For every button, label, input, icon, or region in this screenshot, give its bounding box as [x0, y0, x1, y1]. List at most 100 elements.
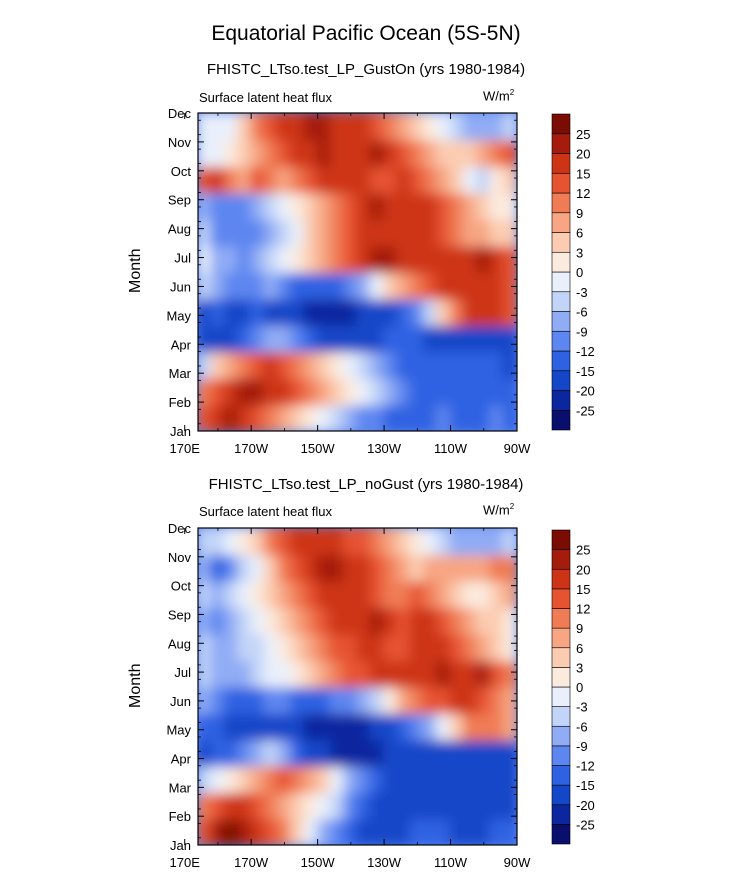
heatmap-cell [423, 579, 439, 609]
colorbar-label: 3 [576, 660, 583, 675]
heatmap-cell [383, 191, 399, 220]
colorbar-label: -15 [576, 778, 595, 793]
heatmap-cell [250, 191, 266, 220]
heatmap-cell [198, 218, 213, 247]
heatmap-cell [462, 579, 479, 609]
heatmap-cell [476, 113, 492, 141]
heatmap-cell [396, 791, 412, 820]
colorbar-label: -20 [576, 798, 595, 813]
heatmap-cell [502, 271, 517, 300]
heatmap-cell [303, 244, 319, 273]
heatmap-cell [436, 403, 452, 431]
heatmap-cell [223, 528, 239, 556]
heatmap-cell [502, 738, 517, 767]
heatmap-cell [396, 113, 412, 141]
heatmap-cell [383, 297, 399, 326]
heatmap-cell [290, 113, 306, 141]
heatmap-cell [449, 579, 465, 609]
heatmap-cell [502, 579, 517, 609]
heatmap-cell [263, 324, 279, 353]
heatmap-cell [276, 738, 293, 767]
heatmap-cell [198, 528, 213, 556]
heatmap-cell [436, 165, 452, 194]
heatmap-cell [356, 271, 372, 300]
figure-title: Equatorial Pacific Ocean (5S-5N) [211, 22, 521, 45]
heatmap-cell [329, 113, 346, 141]
heatmap-cell [356, 165, 372, 194]
heatmap-cell [423, 403, 439, 431]
heatmap-cell [210, 218, 226, 247]
heatmap-cell [369, 244, 386, 273]
heatmap-cell [396, 579, 412, 609]
heatmap-cell [449, 764, 465, 794]
heatmap-cell [329, 218, 346, 247]
colorbar-label: -9 [576, 324, 588, 339]
heatmap-cell [263, 632, 279, 662]
heatmap-cell [276, 350, 293, 379]
heatmap-cell [210, 138, 226, 167]
heatmap-cell [383, 218, 399, 247]
heatmap-cell [356, 138, 372, 167]
colorbar-box [551, 647, 571, 668]
colorbar-label: 25 [576, 127, 590, 142]
heatmap-cell [489, 165, 505, 194]
heatmap-cell [356, 764, 372, 794]
heatmap-cell [223, 138, 239, 167]
heatmap-cell [409, 350, 425, 379]
heatmap-cell [396, 244, 412, 273]
heatmap-cell [502, 711, 517, 741]
heatmap-cell [449, 377, 465, 406]
colorbar-box [551, 804, 571, 825]
heatmap-cell [502, 817, 517, 845]
heatmap-cell [369, 711, 386, 741]
heatmap-cell [276, 817, 293, 845]
heatmap-cell [396, 297, 412, 326]
heatmap-cell [396, 659, 412, 688]
heatmap-cell [476, 738, 492, 767]
heatmap-cell [383, 165, 399, 194]
heatmap-cell [223, 606, 239, 635]
colorbar-box [551, 745, 571, 766]
heatmap-cell [423, 738, 439, 767]
colorbar-label: 20 [576, 147, 590, 162]
heatmap-cell [343, 659, 359, 688]
heatmap-cell [462, 350, 479, 379]
heatmap-cell [462, 297, 479, 326]
heatmap-cell [236, 553, 253, 582]
heatmap-cell [423, 113, 439, 141]
heatmap-cell [383, 324, 399, 353]
heatmap-cell [290, 738, 306, 767]
heatmap-cell [383, 711, 399, 741]
x-tick-label: 130W [367, 855, 402, 870]
heatmap-cell [476, 528, 492, 556]
heatmap-cell [316, 218, 332, 247]
heatmap-cell [316, 579, 332, 609]
heatmap-cell [290, 579, 306, 609]
heatmap-cell [356, 113, 372, 141]
colorbar-label: -3 [576, 285, 588, 300]
heatmap-cell [316, 685, 332, 714]
heatmap-cell [316, 271, 332, 300]
heatmap-cell [423, 528, 439, 556]
heatmap-cell [316, 791, 332, 820]
heatmap-cell [383, 350, 399, 379]
heatmap-cell [236, 165, 253, 194]
heatmap-cell [343, 191, 359, 220]
heatmap-cell [462, 528, 479, 556]
heatmap-cell [409, 271, 425, 300]
panel-1-title: FHISTC_LTso.test_LP_GustOn (yrs 1980-198… [206, 61, 526, 78]
heatmap-cell [449, 244, 465, 273]
heatmap-cell [276, 244, 293, 273]
colorbar-box [551, 686, 571, 707]
heatmap-cell [290, 764, 306, 794]
heatmap-cell [210, 191, 226, 220]
heatmap-cell [476, 377, 492, 406]
heatmap-cell [396, 632, 412, 662]
heatmap-cell [236, 377, 253, 406]
heatmap-cell [223, 738, 239, 767]
heatmap-cell [303, 579, 319, 609]
heatmap-cell [423, 324, 439, 353]
heatmap-cell [250, 817, 266, 845]
heatmap-cell [290, 553, 306, 582]
heatmap-cell [198, 817, 213, 845]
